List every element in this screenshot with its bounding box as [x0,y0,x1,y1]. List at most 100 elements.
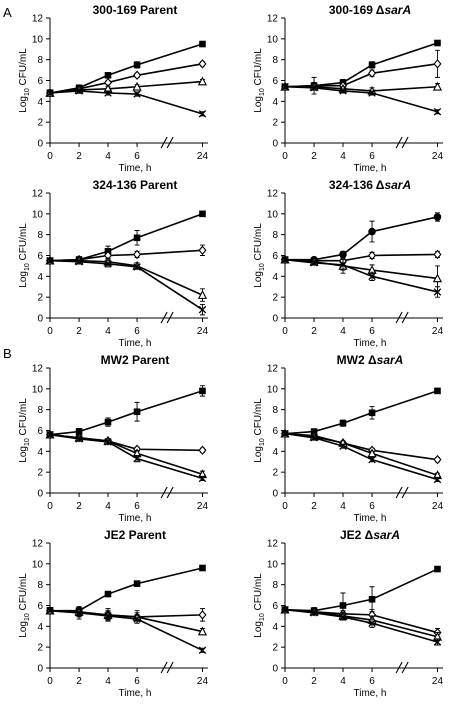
y-tick-label: 4 [272,97,278,108]
y-tick-label: 2 [272,643,278,654]
axis-break-mark [395,661,409,674]
marker-x [75,257,83,266]
y-tick-label: 6 [37,251,43,262]
marker-x [368,455,376,464]
marker-x [368,272,376,281]
marker-filled-square [434,565,441,573]
x-tick-label: 0 [47,326,53,337]
series-line [49,213,203,262]
y-tick-label: 8 [37,230,43,241]
y-tick-label: 6 [37,76,43,87]
x-axis-label: Time, h [119,513,152,524]
marker-x [198,646,207,655]
x-tick-label: 6 [369,501,375,512]
marker-open-diamond [133,70,142,81]
x-tick-label: 4 [340,501,346,512]
x-tick-label: 6 [134,676,140,687]
panel-title-italic: sarA [384,178,411,192]
y-tick-label: 6 [272,251,278,262]
panel-title: MW2 Parent [101,353,170,367]
marker-open-triangle [132,81,142,91]
x-tick-label: 24 [432,676,444,687]
marker-filled-square [104,71,112,79]
x-tick-label: 6 [134,151,140,162]
marker-x [104,89,112,97]
series-4 [46,606,207,655]
y-tick-label: 2 [272,118,278,129]
x-axis-label: Time, h [354,688,387,699]
y-axis-label: Log10 CFU/mL [18,573,31,638]
marker-x [281,255,289,264]
x-tick-label: 4 [105,326,111,337]
y-tick-label: 10 [32,384,44,395]
y-tick-label: 2 [37,643,43,654]
y-axis-label: Log10 CFU/mL [253,223,266,288]
marker-x [75,435,83,443]
y-tick-label: 2 [37,293,43,304]
marker-x [339,613,347,621]
y-tick-label: 10 [32,209,44,220]
marker-x [433,288,442,296]
marker-x [133,90,141,98]
marker-filled-circle [368,227,376,236]
x-tick-label: 6 [369,151,375,162]
marker-filled-square [75,428,83,435]
marker-x [104,612,112,620]
axis-break-mark [160,136,174,149]
marker-x [104,260,112,268]
panel-title: JE2 Parent [104,528,166,542]
y-axis-label-part: CFU/mL [253,48,264,88]
y-axis-label-part: CFU/mL [18,48,29,88]
y-tick-label: 12 [267,364,279,375]
y-tick-label: 12 [32,14,44,25]
marker-filled-square [339,419,347,427]
y-axis-label-part: Log [18,446,29,463]
series-line [49,390,203,436]
marker-x [75,87,83,95]
x-axis-label: Time, h [354,338,387,349]
series-line [284,42,438,88]
marker-x [339,261,347,269]
x-tick-label: 24 [432,501,444,512]
x-tick-label: 2 [311,326,317,337]
y-tick-label: 2 [272,468,278,479]
series-line [49,609,203,633]
panel-title-main: JE2 Parent [104,528,166,542]
x-tick-label: 0 [282,501,288,512]
x-tick-label: 0 [282,151,288,162]
axis-break-mark [160,661,174,674]
y-tick-label: 10 [267,34,279,45]
marker-x [281,82,289,91]
series-line [284,253,438,262]
marker-open-triangle [197,76,208,86]
marker-open-diamond [198,445,207,456]
marker-x [281,429,289,438]
panel-title: 300-169 ΔsarA [329,3,411,17]
marker-open-diamond [133,249,142,260]
panel-letter-a: A [3,5,12,20]
series-line [285,216,438,261]
marker-filled-square [434,39,441,47]
x-tick-label: 2 [76,151,82,162]
panel-title-italic: sarA [384,3,411,17]
series-line [49,90,203,115]
x-axis-label: Time, h [119,163,152,174]
marker-x [281,605,289,614]
y-tick-label: 6 [272,426,278,437]
series-4 [281,605,442,646]
y-axis-label-part: Log [253,271,264,288]
marker-open-triangle [432,273,443,283]
x-tick-label: 4 [340,326,346,337]
y-axis-label: Log10 CFU/mL [18,223,31,288]
series-line [284,63,438,88]
series-4 [46,430,207,483]
panel-title-main: 300-169 Parent [93,3,178,17]
marker-filled-square [199,40,206,48]
y-axis-label-part: CFU/mL [18,573,29,613]
series-1 [281,387,441,437]
marker-x [133,615,141,623]
